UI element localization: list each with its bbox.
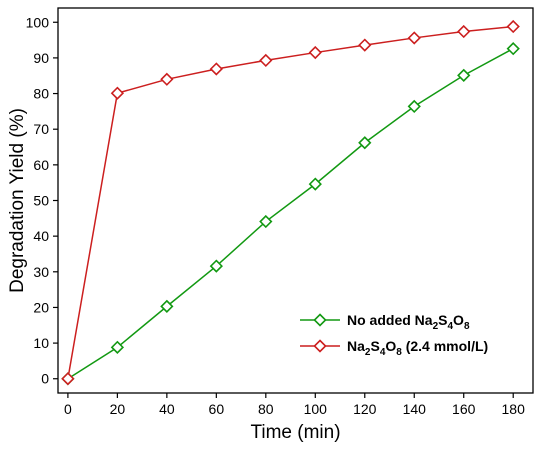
y-axis-title: Degradation Yield (%) xyxy=(7,108,28,293)
y-tick-label: 100 xyxy=(26,14,50,30)
x-tick-label: 160 xyxy=(452,401,476,417)
data-point xyxy=(110,86,125,100)
y-tick-label: 90 xyxy=(33,50,49,66)
legend: No added Na2S4O8 Na2S4O8 (2.4 mmol/L) xyxy=(300,312,488,358)
data-point xyxy=(308,177,322,191)
y-tick-label: 60 xyxy=(33,157,49,173)
x-tick-label: 100 xyxy=(304,401,328,417)
x-tick-label: 140 xyxy=(403,401,427,417)
x-tick-label: 80 xyxy=(258,401,274,417)
series-line-0 xyxy=(67,47,514,380)
data-point xyxy=(259,53,273,68)
data-point xyxy=(407,31,421,45)
data-point xyxy=(407,99,421,114)
data-point xyxy=(160,299,174,314)
series-markers-1 xyxy=(61,19,520,386)
y-tick-label: 40 xyxy=(33,228,49,244)
data-point xyxy=(506,42,520,56)
y-tick-label: 70 xyxy=(33,121,49,137)
series-line-1 xyxy=(67,25,514,379)
x-tick-label: 0 xyxy=(64,401,72,417)
y-tick-label: 0 xyxy=(41,371,49,387)
series-0 xyxy=(67,47,514,380)
x-tick-label: 60 xyxy=(209,401,225,417)
data-point xyxy=(259,214,273,229)
legend-marker-na2s4o8 xyxy=(313,339,327,353)
series-markers-0 xyxy=(61,42,520,386)
data-point xyxy=(506,19,520,34)
x-tick-label: 20 xyxy=(110,401,126,417)
legend-entry-na2s4o8: Na2S4O8 (2.4 mmol/L) xyxy=(300,338,488,358)
legend-entry-no-added: No added Na2S4O8 xyxy=(300,312,470,332)
data-point xyxy=(61,372,75,386)
data-point xyxy=(110,340,125,355)
data-point xyxy=(160,72,174,86)
legend-label-no-added: No added Na2S4O8 xyxy=(347,312,470,332)
legend-label-na2s4o8: Na2S4O8 (2.4 mmol/L) xyxy=(347,338,488,358)
data-point xyxy=(358,38,372,52)
data-point xyxy=(457,24,471,39)
data-point xyxy=(457,68,471,83)
y-tick-label: 10 xyxy=(33,335,49,351)
data-point xyxy=(209,259,223,273)
y-tick-label: 80 xyxy=(33,86,49,102)
data-point xyxy=(358,136,372,150)
y-tick-label: 30 xyxy=(33,264,49,280)
data-point xyxy=(209,62,223,76)
x-tick-label: 180 xyxy=(502,401,526,417)
axis-ticks: 0 20 40 60 80 100 120 140 160 180 0 10 20 30 40 50 60 70 8… xyxy=(26,14,525,417)
x-axis-title: Time (min) xyxy=(250,422,340,443)
series-1 xyxy=(67,25,514,379)
x-tick-label: 120 xyxy=(353,401,377,417)
legend-marker-no-added xyxy=(313,313,327,327)
series-layer xyxy=(61,19,520,386)
x-tick-label: 40 xyxy=(159,401,175,417)
y-tick-label: 20 xyxy=(33,299,49,315)
y-tick-label: 50 xyxy=(33,193,49,209)
data-point xyxy=(308,45,322,60)
